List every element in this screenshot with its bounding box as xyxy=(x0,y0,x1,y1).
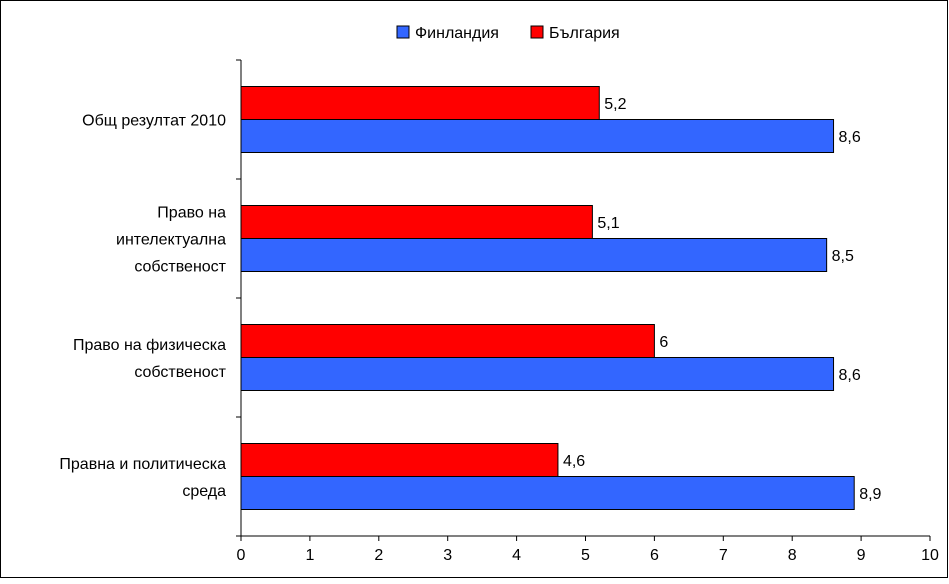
data-label: 5,2 xyxy=(604,96,626,113)
bar-finland xyxy=(240,476,855,510)
bar-bulgaria xyxy=(240,205,593,239)
x-tick-label: 0 xyxy=(237,547,246,564)
data-label: 8,9 xyxy=(859,486,881,503)
x-tick-label: 3 xyxy=(443,547,452,564)
legend-finland-swatch xyxy=(396,25,410,39)
x-tick-label: 7 xyxy=(719,547,728,564)
category-label: собственост xyxy=(134,364,226,381)
x-tick-label: 1 xyxy=(305,547,314,564)
bar-bulgaria xyxy=(240,324,655,358)
bar-finland xyxy=(240,357,835,391)
legend: Финландия България xyxy=(396,25,620,42)
x-tick-label: 2 xyxy=(374,547,383,564)
data-label: 5,1 xyxy=(597,215,619,232)
category-label: Правна и политическа xyxy=(59,456,226,473)
category-label: Право на физическа xyxy=(73,337,226,354)
data-label: 8,6 xyxy=(839,129,861,146)
x-tick-label: 6 xyxy=(650,547,659,564)
bar-bulgaria xyxy=(240,443,559,477)
category-label: интелектуална xyxy=(116,232,226,249)
data-label: 6 xyxy=(659,334,668,351)
category-label: Общ резултат 2010 xyxy=(82,113,226,130)
category-label: Право на xyxy=(157,205,226,222)
x-tick-label: 10 xyxy=(921,547,939,564)
x-tick-label: 8 xyxy=(788,547,797,564)
axes: Общ резултат 2010 Право на интелектуална со… xyxy=(59,59,939,564)
bar-bulgaria xyxy=(240,86,600,120)
bar-finland xyxy=(240,238,828,272)
legend-finland-label: Финландия xyxy=(415,25,499,42)
x-tick-label: 5 xyxy=(581,547,590,564)
x-tick-label: 9 xyxy=(857,547,866,564)
data-label: 4,6 xyxy=(563,453,585,470)
x-tick-label: 4 xyxy=(512,547,521,564)
legend-bulgaria-label: България xyxy=(549,25,620,42)
category-label: собственост xyxy=(134,259,226,276)
data-label: 8,5 xyxy=(832,248,854,265)
category-label: среда xyxy=(182,483,226,500)
bar-finland xyxy=(240,119,835,153)
data-label: 8,6 xyxy=(839,367,861,384)
legend-bulgaria-swatch xyxy=(530,25,544,39)
